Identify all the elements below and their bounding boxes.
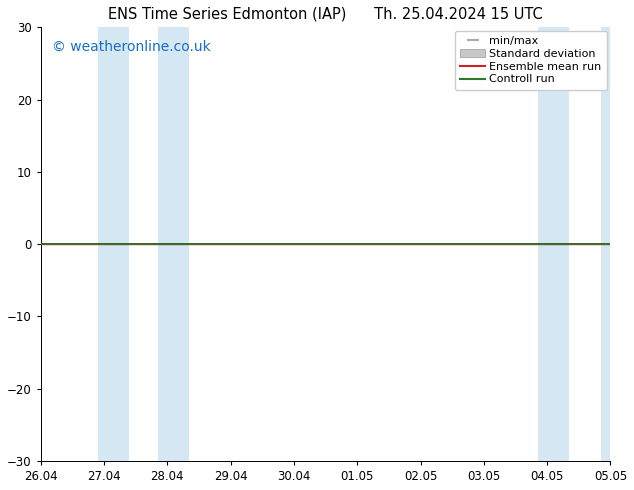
Bar [158,27,190,461]
Bar [538,27,569,461]
Legend: min/max, Standard deviation, Ensemble mean run, Controll run: min/max, Standard deviation, Ensemble me… [455,30,607,90]
Text: © weatheronline.co.uk: © weatheronline.co.uk [52,40,211,54]
Title: ENS Time Series Edmonton (IAP)      Th. 25.04.2024 15 UTC: ENS Time Series Edmonton (IAP) Th. 25.04… [108,7,543,22]
Bar [98,27,129,461]
Bar [601,27,633,461]
